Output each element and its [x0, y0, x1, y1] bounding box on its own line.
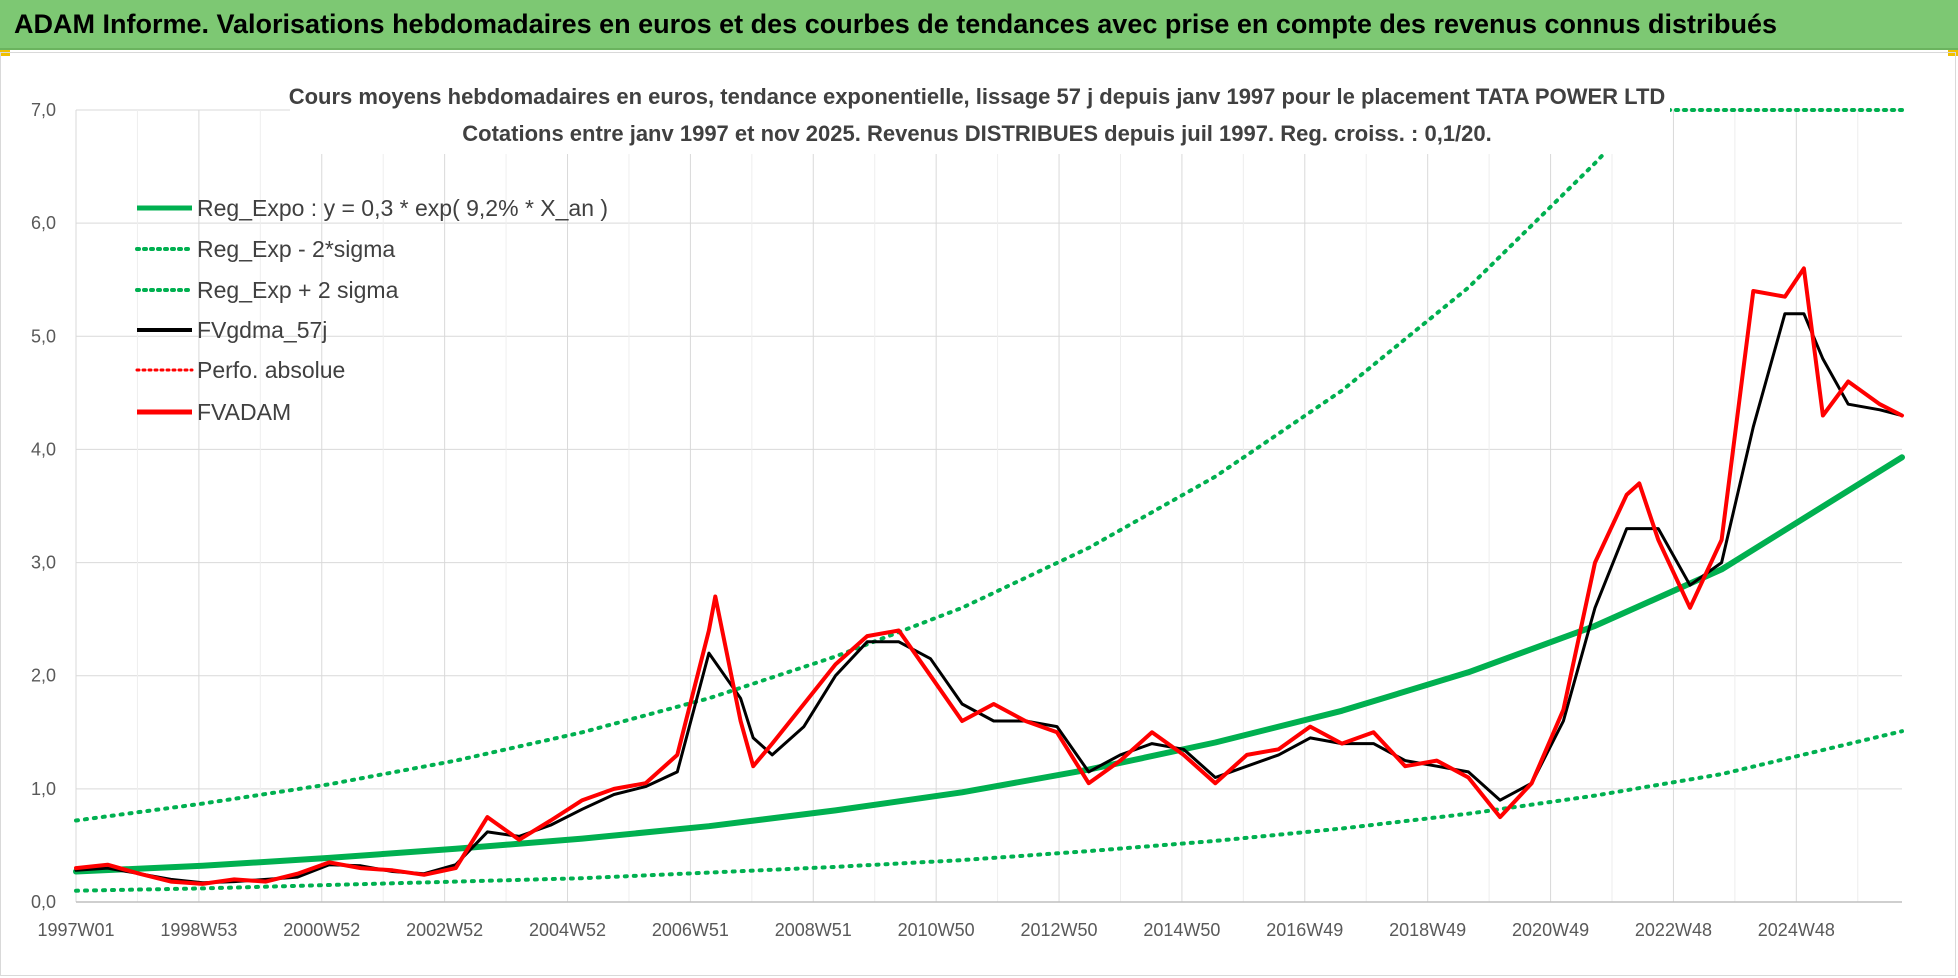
- banner: ADAM Informe. Valorisations hebdomadaire…: [0, 0, 1958, 50]
- y-tick-label: 7,0: [31, 100, 56, 120]
- legend: Reg_Expo : y = 0,3 * exp( 9,2% * X_an ) …: [135, 195, 608, 425]
- legend-label-reg-exp-plus: Reg_Exp + 2 sigma: [197, 277, 399, 303]
- series-fvgdma-57j: [74, 312, 1904, 885]
- x-tick-label: 2020W49: [1512, 920, 1589, 940]
- legend-label-reg-expo: Reg_Expo : y = 0,3 * exp( 9,2% * X_an ): [197, 195, 608, 221]
- legend-label-fvgdma: FVgdma_57j: [197, 317, 327, 343]
- x-tick-label: 2018W49: [1389, 920, 1466, 940]
- x-tick-label: 2024W48: [1758, 920, 1835, 940]
- x-tick-label: 2014W50: [1143, 920, 1220, 940]
- y-tick-label: 1,0: [31, 779, 56, 799]
- legend-label-perfo: Perfo. absolue: [197, 357, 345, 383]
- y-tick-label: 6,0: [31, 213, 56, 233]
- x-tick-label: 2022W48: [1635, 920, 1712, 940]
- series-group: [73, 108, 1905, 893]
- x-tick-label: 1998W53: [160, 920, 237, 940]
- x-tick-label: 2006W51: [652, 920, 729, 940]
- series-reg-expo-y-0-3-exp-9-2-x-an: [73, 454, 1905, 875]
- x-tick-label: 2004W52: [529, 920, 606, 940]
- legend-label-reg-exp-minus: Reg_Exp - 2*sigma: [197, 236, 395, 262]
- x-tick-label: 2002W52: [406, 920, 483, 940]
- banner-title: ADAM Informe. Valorisations hebdomadaire…: [14, 9, 1778, 39]
- chart-title-line-2: Cotations entre janv 1997 et nov 2025. R…: [462, 121, 1492, 146]
- y-axis: 0,0 1,0 2,0 3,0 4,0 5,0 6,0 7,0: [31, 100, 56, 912]
- y-tick-label: 5,0: [31, 326, 56, 346]
- x-tick-label: 2008W51: [775, 920, 852, 940]
- y-tick-label: 2,0: [31, 666, 56, 686]
- chart-frame: [0, 52, 1956, 976]
- y-tick-label: 0,0: [31, 892, 56, 912]
- x-tick-label: 2016W49: [1266, 920, 1343, 940]
- grid: [75, 109, 1902, 903]
- chart-title-line-1: Cours moyens hebdomadaires en euros, ten…: [289, 84, 1666, 109]
- series-reg-exp-2-sigma: [74, 729, 1904, 893]
- corner-accent-left: [0, 50, 10, 56]
- y-tick-label: 4,0: [31, 439, 56, 459]
- legend-label-fvadam: FVADAM: [197, 399, 291, 425]
- x-tick-label: 2000W52: [283, 920, 360, 940]
- y-tick-label: 3,0: [31, 553, 56, 573]
- x-tick-label: 2012W50: [1021, 920, 1098, 940]
- x-tick-label: 1997W01: [37, 920, 114, 940]
- title-background: [290, 78, 1670, 154]
- x-axis: 1997W01 1998W53 2000W52 2002W52 2004W52 2006W…: [37, 920, 1834, 940]
- corner-accent-right: [1948, 50, 1958, 56]
- series-fvadam: [74, 266, 1904, 886]
- x-tick-label: 2010W50: [898, 920, 975, 940]
